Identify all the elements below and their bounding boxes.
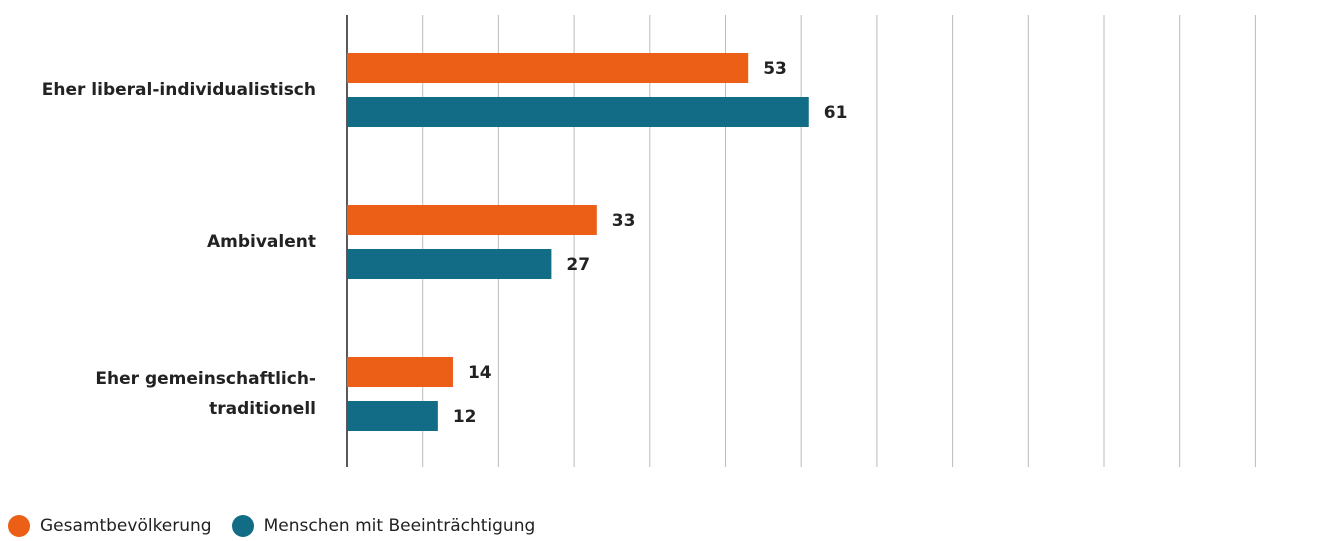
- value-label: 33: [612, 211, 636, 231]
- value-label: 12: [453, 407, 477, 427]
- category-label: Eher gemeinschaftlich-traditionell: [95, 369, 316, 419]
- value-label: 27: [566, 255, 590, 275]
- legend-swatch: [231, 515, 254, 537]
- legend-swatch: [8, 515, 30, 537]
- bar: [347, 205, 597, 235]
- bar: [347, 357, 453, 387]
- category-label: Eher liberal-individualistisch: [41, 80, 316, 100]
- legend: Gesamtbevölkerung Menschen mit Beeinträch…: [8, 515, 555, 537]
- value-label: 61: [824, 103, 848, 123]
- bar: [347, 97, 809, 127]
- legend-label: Gesamtbevölkerung: [40, 516, 212, 536]
- bar: [347, 249, 552, 279]
- legend-item: Menschen mit Beeinträchtigung: [231, 515, 536, 537]
- category-label: Ambivalent: [206, 232, 316, 252]
- legend-label: Menschen mit Beeinträchtigung: [263, 516, 536, 536]
- legend-item: Gesamtbevölkerung: [8, 515, 212, 537]
- value-label: 53: [763, 59, 787, 79]
- bar: [347, 53, 749, 83]
- bar: [347, 401, 438, 431]
- value-label: 14: [468, 363, 492, 383]
